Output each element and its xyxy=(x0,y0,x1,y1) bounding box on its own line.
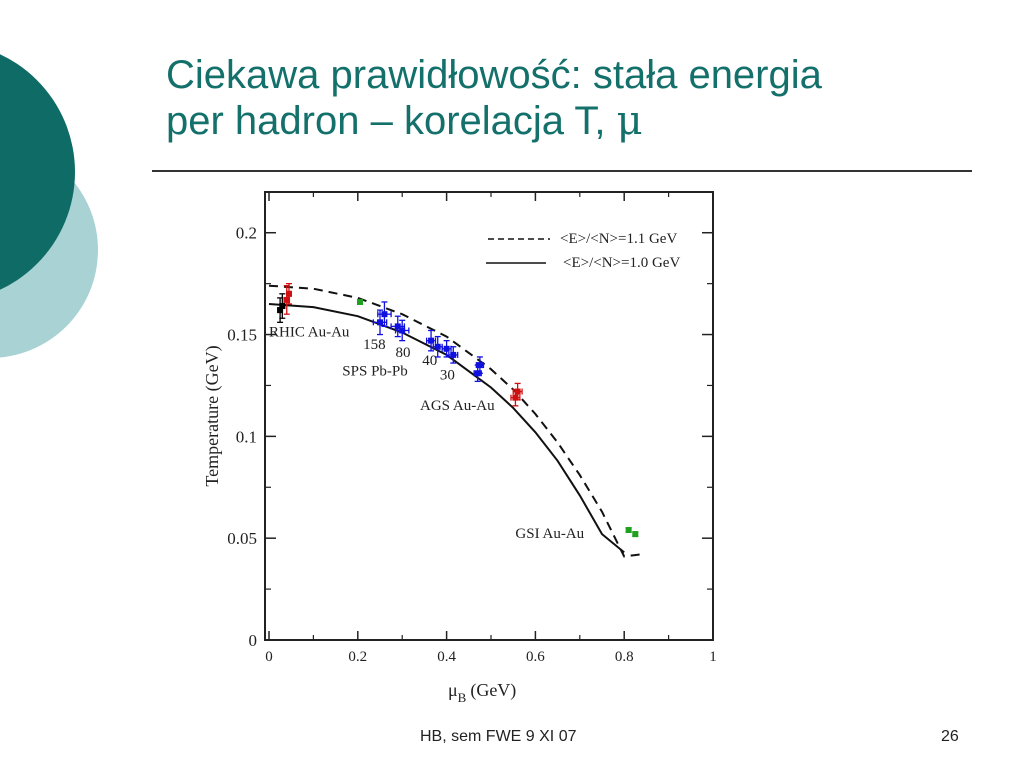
title-mu-symbol: μ xyxy=(616,98,643,144)
annotation-label: 40 xyxy=(422,353,437,369)
data-point xyxy=(377,301,392,328)
legend-label-solid: <E>/<N>=1.0 GeV xyxy=(563,255,680,271)
y-axis-label: Temperature (GeV) xyxy=(202,345,223,486)
x-tick-label: 0.8 xyxy=(615,649,634,665)
annotation-label: 30 xyxy=(440,367,455,383)
x-tick-label: 0 xyxy=(265,649,273,665)
data-point xyxy=(625,527,632,534)
x-tick-label: 0.4 xyxy=(437,649,456,665)
data-point xyxy=(394,319,410,342)
y-tick-label: 0.05 xyxy=(227,529,257,548)
y-tick-label: 0.15 xyxy=(227,326,257,345)
x-axis-label: μB (GeV) xyxy=(448,680,516,705)
y-tick-label: 0.2 xyxy=(236,224,257,243)
data-point xyxy=(441,340,452,358)
chart-legend: <E>/<N>=1.1 GeV <E>/<N>=1.0 GeV xyxy=(486,231,680,271)
annotation-label: GSI Au-Au xyxy=(515,526,584,542)
annotation-label: RHIC Au-Au xyxy=(269,325,350,341)
title-line-1: Ciekawa prawidłowość: stała energia xyxy=(166,53,822,97)
annotation-label: SPS Pb-Pb xyxy=(342,363,407,379)
x-axis-label-unit: (GeV) xyxy=(470,680,516,701)
data-point xyxy=(475,356,485,374)
chart-ticks: 0 0.2 0.4 0.6 0.8 1 0 0.05 0.1 0.15 0.2 xyxy=(227,192,717,665)
title-divider xyxy=(152,170,972,172)
data-point xyxy=(432,335,443,358)
annotation-label: 80 xyxy=(396,345,411,361)
data-point xyxy=(285,282,292,305)
x-axis-label-symbol: μ xyxy=(448,680,458,700)
title-line-2: per hadron – korelacja T, xyxy=(166,99,617,143)
annotation-label: AGS Au-Au xyxy=(420,398,495,414)
x-tick-label: 0.2 xyxy=(348,649,367,665)
footer-text: HB, sem FWE 9 XI 07 xyxy=(420,728,577,745)
x-tick-label: 0.6 xyxy=(526,649,545,665)
decor-circle-dark xyxy=(0,54,75,290)
data-point xyxy=(279,293,286,319)
page-number: 26 xyxy=(941,728,959,745)
curve-solid xyxy=(268,303,625,554)
chart-axes xyxy=(264,191,714,641)
data-point xyxy=(632,531,639,538)
plot-frame xyxy=(264,191,714,641)
data-point xyxy=(512,382,523,401)
legend-label-dashed: <E>/<N>=1.1 GeV xyxy=(560,231,677,247)
data-point xyxy=(390,315,406,338)
x-tick-label: 1 xyxy=(709,649,717,665)
x-axis-label-subscript: B xyxy=(458,690,467,705)
slide-title: Ciekawa prawidłowość: stała energia per … xyxy=(166,52,822,144)
chart-points xyxy=(277,282,639,538)
decorative-circles xyxy=(0,54,98,358)
data-point xyxy=(425,329,437,352)
data-point xyxy=(448,346,459,364)
data-point xyxy=(357,298,364,305)
y-tick-label: 0 xyxy=(249,631,258,650)
annotation-label: 158 xyxy=(363,337,386,353)
y-tick-label: 0.1 xyxy=(236,427,257,446)
